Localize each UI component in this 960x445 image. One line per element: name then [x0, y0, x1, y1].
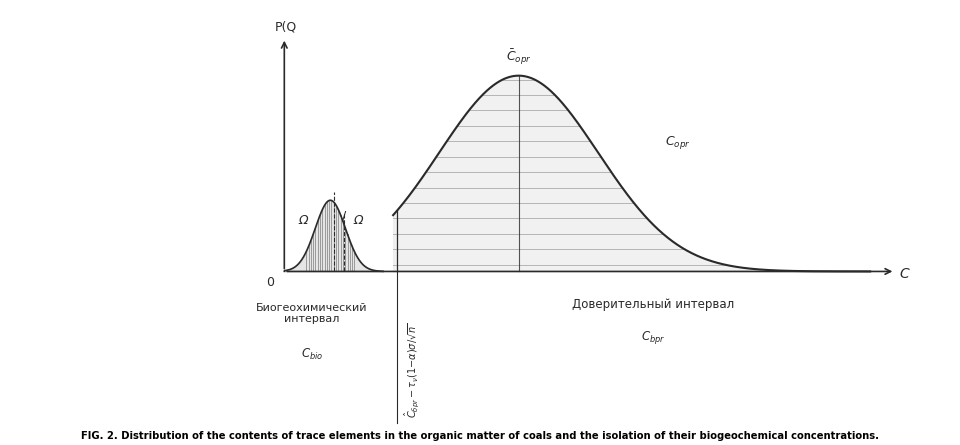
Text: $\hat{C}_{бpr}-\tau_\nu(1{-}\alpha)\sigma/\sqrt{n}$: $\hat{C}_{бpr}-\tau_\nu(1{-}\alpha)\sigm… [402, 323, 420, 418]
Text: $C_{opr}$: $C_{opr}$ [665, 134, 691, 151]
Text: FIG. 2. Distribution of the contents of trace elements in the organic matter of : FIG. 2. Distribution of the contents of … [81, 431, 879, 441]
Text: $\bar{C}_{opr}$: $\bar{C}_{opr}$ [506, 47, 532, 67]
Text: $C_{bio}$: $C_{bio}$ [300, 347, 324, 362]
Text: C: C [900, 267, 909, 281]
Text: Ω: Ω [298, 214, 307, 227]
Text: Доверительный интервал: Доверительный интервал [572, 298, 734, 311]
Text: Ω: Ω [353, 214, 363, 227]
Text: Биогеохимический
интервал: Биогеохимический интервал [256, 303, 368, 324]
Text: 0: 0 [266, 276, 275, 289]
Text: /: / [343, 210, 347, 222]
Text: $C_{bpr}$: $C_{bpr}$ [640, 329, 665, 346]
Text: P(Q: P(Q [275, 20, 297, 33]
